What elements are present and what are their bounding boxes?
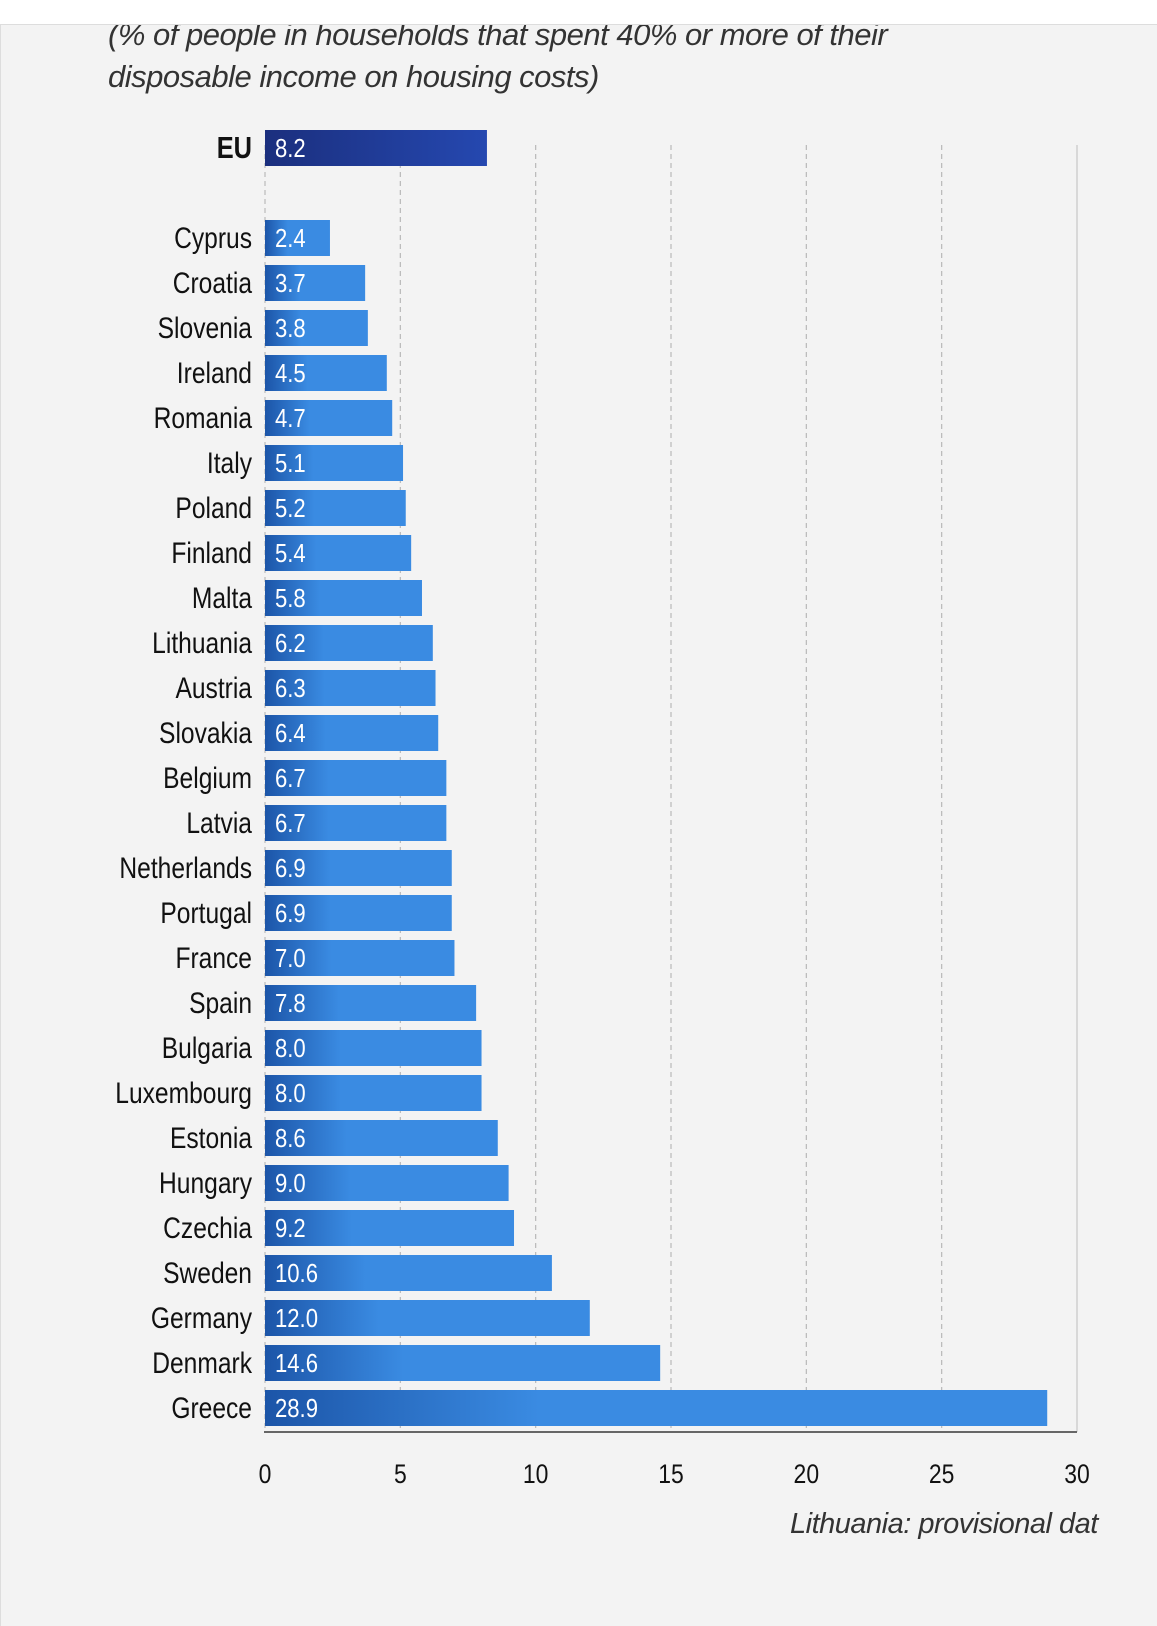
chart-subtitle: (% of people in households that spent 40…: [108, 14, 888, 98]
country-value-label: 12.0: [275, 1304, 318, 1333]
country-label: Denmark: [152, 1346, 252, 1380]
country-bar: [265, 715, 439, 751]
country-value-label: 6.7: [275, 764, 306, 793]
country-bar: [265, 760, 447, 796]
country-bar: [265, 265, 366, 301]
country-value-label: 5.1: [275, 449, 306, 478]
country-bar: [265, 1075, 482, 1111]
country-bar: [265, 940, 455, 976]
country-label: Netherlands: [119, 851, 252, 885]
country-value-label: 28.9: [275, 1394, 318, 1423]
country-value-label: 5.2: [275, 494, 306, 523]
x-tick-label: 25: [929, 1459, 955, 1489]
country-bar: [265, 355, 387, 391]
country-label: Czechia: [163, 1211, 253, 1245]
country-value-label: 6.2: [275, 629, 306, 658]
country-bar: [265, 895, 452, 931]
country-value-label: 2.4: [275, 224, 306, 253]
country-label: Romania: [154, 401, 253, 435]
country-label: Lithuania: [152, 626, 252, 660]
country-value-label: 6.3: [275, 674, 306, 703]
country-bar: [265, 670, 436, 706]
country-bar: [265, 805, 447, 841]
country-value-label: 9.0: [275, 1169, 306, 1198]
country-label: Greece: [171, 1391, 252, 1425]
country-value-label: 3.8: [275, 314, 306, 343]
country-label: Sweden: [163, 1256, 252, 1290]
country-label: Austria: [175, 671, 252, 705]
x-tick-label: 5: [394, 1459, 407, 1489]
country-bar: [265, 1390, 1048, 1426]
x-tick-label: 30: [1064, 1459, 1090, 1489]
country-value-label: 8.6: [275, 1124, 306, 1153]
country-bar: [265, 850, 452, 886]
country-bar: [265, 1255, 552, 1291]
country-bar: [265, 535, 412, 571]
country-label: Slovenia: [158, 311, 253, 345]
eu-label: EU: [217, 131, 252, 166]
country-value-label: 10.6: [275, 1259, 318, 1288]
country-label: Italy: [207, 446, 252, 480]
country-label: Luxembourg: [115, 1076, 252, 1110]
country-bar: [265, 220, 330, 256]
eu-value-label: 8.2: [275, 134, 306, 163]
country-value-label: 6.7: [275, 809, 306, 838]
country-bar: [265, 625, 433, 661]
country-value-label: 6.9: [275, 899, 306, 928]
country-value-label: 4.5: [275, 359, 306, 388]
country-bar: [265, 490, 406, 526]
country-label: Estonia: [170, 1121, 253, 1155]
x-tick-label: 15: [658, 1459, 684, 1489]
country-label: Ireland: [177, 356, 252, 390]
country-bar: [265, 1345, 661, 1381]
country-label: Belgium: [163, 761, 252, 795]
country-bar: [265, 1120, 498, 1156]
country-bar: [265, 445, 404, 481]
x-tick-label: 10: [523, 1459, 549, 1489]
country-value-label: 5.4: [275, 539, 306, 568]
footnote: Lithuania: provisional dat: [790, 1508, 1098, 1540]
left-edge: [0, 24, 1, 1626]
country-label: Finland: [171, 536, 252, 570]
country-value-label: 9.2: [275, 1214, 306, 1243]
country-label: Latvia: [186, 806, 252, 840]
country-bar: [265, 985, 477, 1021]
country-value-label: 8.0: [275, 1079, 306, 1108]
country-label: Slovakia: [159, 716, 253, 750]
x-tick-label: 20: [794, 1459, 820, 1489]
country-label: Portugal: [160, 896, 252, 930]
country-value-label: 6.4: [275, 719, 306, 748]
country-label: Hungary: [159, 1166, 252, 1200]
country-label: Poland: [175, 491, 252, 525]
country-value-label: 14.6: [275, 1349, 318, 1378]
top-bar: [0, 0, 1157, 25]
x-tick-label: 0: [259, 1459, 272, 1489]
country-bar: [265, 1165, 509, 1201]
country-label: Malta: [192, 581, 253, 615]
subtitle-line-2: disposable income on housing costs): [108, 59, 599, 94]
country-bar: [265, 310, 368, 346]
country-label: France: [175, 941, 252, 975]
country-value-label: 8.0: [275, 1034, 306, 1063]
country-label: Germany: [151, 1301, 252, 1335]
country-label: Bulgaria: [162, 1031, 253, 1065]
country-bar: [265, 1300, 590, 1336]
country-label: Cyprus: [174, 221, 252, 255]
country-label: Croatia: [173, 266, 253, 300]
country-label: Spain: [189, 986, 252, 1020]
country-bar: [265, 580, 422, 616]
eu-bar: [265, 130, 487, 166]
country-bar: [265, 1030, 482, 1066]
country-value-label: 7.8: [275, 989, 306, 1018]
country-value-label: 3.7: [275, 269, 306, 298]
country-value-label: 4.7: [275, 404, 306, 433]
country-value-label: 7.0: [275, 944, 306, 973]
country-value-label: 5.8: [275, 584, 306, 613]
country-bar: [265, 400, 393, 436]
country-bar: [265, 1210, 515, 1246]
country-value-label: 6.9: [275, 854, 306, 883]
